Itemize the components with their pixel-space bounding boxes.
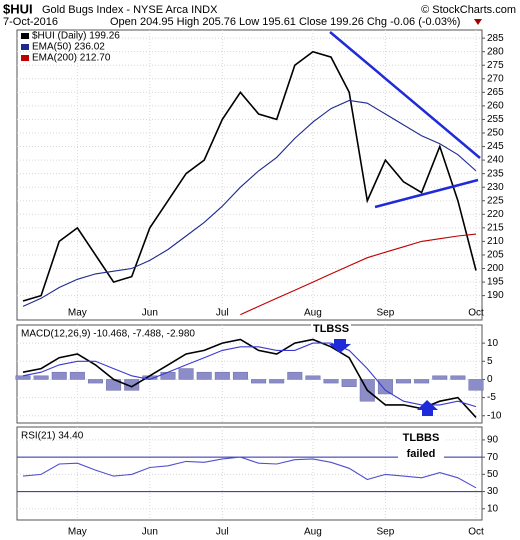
series-line (22, 342, 477, 408)
histogram-bar (287, 371, 303, 380)
y-tick-label: 225 (487, 195, 504, 206)
annotation: TLBSS (313, 323, 349, 335)
annotation: TLBBS (403, 432, 440, 444)
x-tick-label: Oct (468, 308, 484, 319)
histogram-bar (414, 379, 430, 384)
histogram-bar (69, 371, 85, 380)
y-tick-label: 90 (487, 435, 499, 446)
histogram-bar (51, 371, 67, 380)
legend-label: EMA(50) 236.02 (32, 42, 105, 53)
arrow (329, 339, 351, 353)
trendline (329, 31, 481, 159)
x-tick-label: May (68, 527, 87, 538)
legend-label: $HUI (Daily) 199.26 (32, 31, 120, 42)
histogram-bar (468, 379, 484, 391)
histogram-bar (15, 375, 31, 380)
x-tick-label: Oct (468, 527, 484, 538)
panel (16, 324, 483, 424)
y-tick-label: 275 (487, 60, 504, 71)
y-tick-label: 210 (487, 236, 504, 247)
panel-label: MACD(12,26,9) -10.468, -7.488, -2.980 (21, 329, 195, 340)
annotation-box (311, 321, 351, 336)
legend-label: EMA(200) 212.70 (32, 53, 111, 64)
date: 7-Oct-2016 (3, 16, 58, 28)
histogram-bar (450, 375, 466, 380)
panel-label: RSI(21) 34.40 (21, 431, 84, 442)
y-tick-label: -5 (487, 392, 496, 403)
histogram-bar (251, 379, 267, 384)
y-tick-label: 250 (487, 128, 504, 139)
histogram-bar (396, 379, 412, 384)
series-line (240, 233, 477, 316)
y-tick-label: 10 (487, 338, 499, 349)
histogram-bar (269, 379, 285, 384)
series-line (22, 99, 477, 307)
y-tick-label: 270 (487, 73, 504, 84)
quote: Open 204.95 High 205.76 Low 195.61 Close… (110, 16, 460, 28)
series-line (22, 456, 477, 489)
histogram-bar (124, 379, 140, 391)
source: © StockCharts.com (421, 4, 516, 16)
plots: 190 195 200 205 210 215 220 225 230 235 240 245 250 2… (15, 29, 504, 538)
x-tick-label: Sep (377, 308, 395, 319)
series-line (22, 50, 477, 302)
histogram-bar (323, 379, 339, 384)
legend-swatch (21, 55, 29, 61)
histogram-bar (87, 379, 103, 384)
histogram-bar (196, 371, 212, 380)
arrow (417, 400, 438, 416)
legend-swatch (21, 33, 29, 39)
y-tick-label: 260 (487, 101, 504, 112)
x-tick-label: Aug (304, 527, 322, 538)
x-tick-label: Jun (142, 527, 158, 538)
x-tick-label: Jul (216, 527, 229, 538)
histogram-bar (214, 371, 230, 380)
annotation-box (398, 428, 444, 462)
x-tick-label: Sep (377, 527, 395, 538)
x-tick-label: Jul (216, 308, 229, 319)
histogram-bar (33, 375, 49, 380)
y-tick-label: 255 (487, 114, 504, 125)
y-tick-label: 245 (487, 141, 504, 152)
chart-subtitle: Gold Bugs Index - NYSE Arca INDX (42, 4, 218, 16)
x-tick-label: May (68, 308, 87, 319)
y-tick-label: -10 (487, 410, 502, 421)
histogram-bar (305, 375, 321, 380)
series-line (22, 338, 477, 418)
y-tick-label: 190 (487, 290, 504, 301)
x-tick-label: Aug (304, 308, 322, 319)
down-indicator (474, 19, 482, 25)
histogram-bar (432, 375, 448, 380)
y-tick-label: 265 (487, 87, 504, 98)
y-tick-label: 0 (487, 374, 493, 385)
y-tick-label: 195 (487, 277, 504, 288)
trendline (374, 178, 479, 209)
y-tick-label: 235 (487, 168, 504, 179)
y-tick-label: 280 (487, 46, 504, 57)
annotation: failed (407, 448, 436, 460)
y-tick-label: 5 (487, 356, 493, 367)
y-tick-label: 205 (487, 250, 504, 261)
y-tick-label: 215 (487, 222, 504, 233)
y-tick-label: 50 (487, 469, 499, 480)
histogram-bar (341, 379, 357, 387)
histogram-bar (160, 371, 176, 380)
y-tick-label: 200 (487, 263, 504, 274)
legend-swatch (21, 44, 29, 50)
y-tick-label: 30 (487, 486, 499, 497)
y-tick-label: 10 (487, 503, 499, 514)
histogram-bar (377, 379, 393, 395)
chart-title: $HUI (3, 1, 33, 16)
x-tick-label: Jun (142, 308, 158, 319)
histogram-bar (178, 368, 194, 380)
y-tick-label: 70 (487, 452, 499, 463)
histogram-bar (232, 371, 248, 380)
y-tick-label: 220 (487, 209, 504, 220)
y-tick-label: 285 (487, 33, 504, 44)
y-tick-label: 240 (487, 155, 504, 166)
y-tick-label: 230 (487, 182, 504, 193)
